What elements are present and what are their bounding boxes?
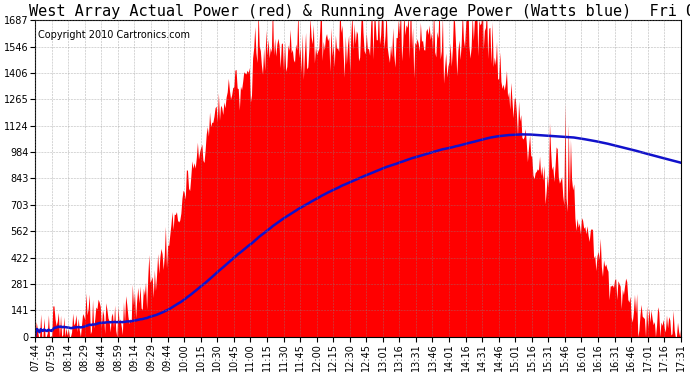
- Text: Copyright 2010 Cartronics.com: Copyright 2010 Cartronics.com: [39, 30, 190, 40]
- Text: West Array Actual Power (red) & Running Average Power (Watts blue)  Fri Oct 29 1: West Array Actual Power (red) & Running …: [29, 4, 690, 19]
